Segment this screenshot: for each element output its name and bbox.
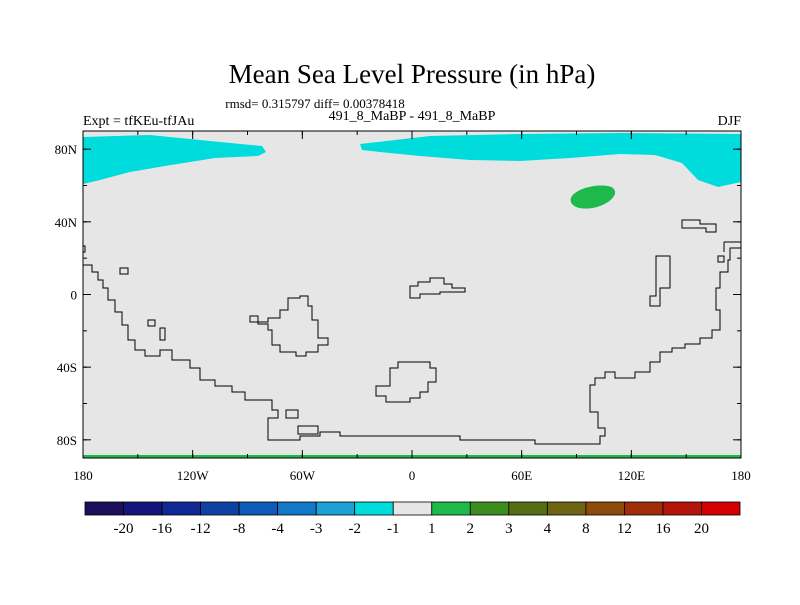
x-tick-label: 0 [409,468,416,483]
colorbar-box [508,501,548,516]
coastlines [83,219,742,445]
anomaly-region-north-pacific [83,135,266,184]
colorbar-box [624,501,664,516]
colorbar-label: -20 [114,521,134,537]
map-plot [82,130,742,459]
subtitle-center: 491_8_MaBP - 491_8_MaBP [329,109,496,124]
colorbar-label: 3 [505,521,513,537]
x-tick-label: 120W [177,468,210,483]
coastline-africa [249,295,329,357]
colorbar-box [238,501,279,516]
colorbar-label: 1 [428,521,436,537]
colorbar-box [662,501,702,516]
coastline-small-island-3 [159,327,166,341]
colorbar-box [354,501,394,516]
x-axis: 180 120W 60W 0 60E 120E 180 [73,131,751,483]
y-tick-label: 40S [57,360,77,375]
coastline-australia [375,361,437,403]
chart-title: Mean Sea Level Pressure (in hPa) [229,59,596,89]
coastline-south-america [83,245,741,445]
colorbar-box [161,501,201,516]
colorbar-label: -3 [310,521,323,537]
colorbar-label: -4 [271,521,284,537]
y-axis: 80N 40N 0 40S 80S [55,142,741,448]
colorbar-label: 8 [582,521,590,537]
colorbar-label: -16 [152,521,172,537]
x-tick-label: 120E [618,468,646,483]
coastline-antarctic-island-1 [285,409,299,419]
colorbar-label: 20 [694,521,709,537]
x-tick-label: 180 [73,468,93,483]
colorbar-label: -2 [348,521,361,537]
colorbar-label: 4 [544,521,552,537]
x-tick-label: 60E [511,468,532,483]
coastline-east-asia-b [649,255,671,307]
colorbar-box [585,501,625,516]
subtitle-left: Expt = tfKEu-tfJAu [83,114,194,129]
y-tick-label: 80S [57,433,77,448]
y-tick-label: 40N [55,215,78,230]
y-tick-label: 0 [71,288,78,303]
stats-line: rmsd= 0.315797 diff= 0.00378418 [225,96,404,111]
x-tick-label: 180 [731,468,751,483]
colorbar-label: 16 [655,521,671,537]
coastline-small-island-1 [119,267,129,275]
coastline-east-asia-a [681,219,717,233]
colorbar-box [469,501,510,516]
colorbar-box [277,501,317,516]
coastline-small-island-2 [147,319,156,327]
coastline-arabia [409,277,466,299]
anomaly-region-central-asia [570,185,616,209]
colorbar-label: 2 [467,521,475,537]
colorbar-label: -1 [387,521,400,537]
colorbar-box [546,501,587,516]
colorbar-label: -12 [191,521,211,537]
colorbar-box [701,501,741,516]
colorbar-box [315,501,356,516]
colorbar: -20 -16 -12 -8 -4 -3 -2 -1 1 2 3 4 8 12 16 20 [84,501,741,537]
colorbar-box [200,501,240,516]
coastline-antarctic-island-2 [297,425,319,435]
colorbar-label: 12 [617,521,632,537]
x-tick-label: 60W [290,468,316,483]
colorbar-box [431,501,471,516]
colorbar-label: -8 [233,521,246,537]
anomaly-region-arctic-eurasia [360,133,741,187]
colorbar-box [123,501,163,516]
subtitle-right: DJF [718,114,742,129]
colorbar-box [84,501,124,516]
colorbar-box [392,501,433,516]
map-background [83,131,741,458]
y-tick-label: 80N [55,142,78,157]
